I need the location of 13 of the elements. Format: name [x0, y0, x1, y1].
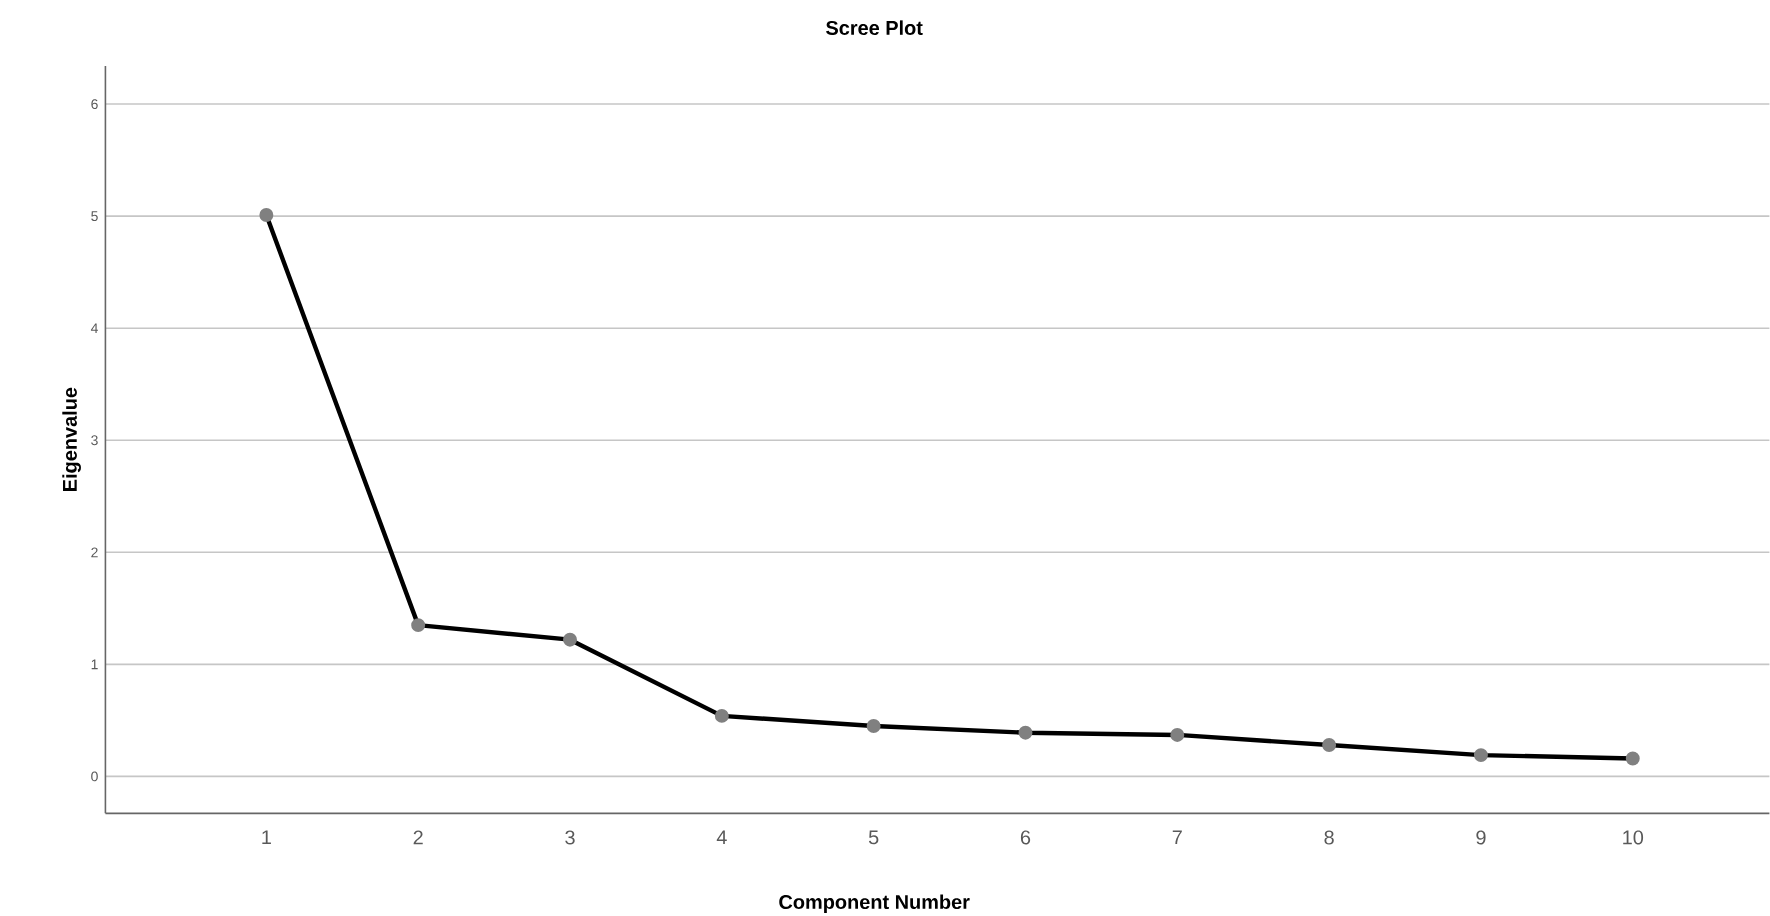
x-tick-label: 4 — [716, 830, 727, 845]
x-tick-label: 10 — [1623, 830, 1644, 845]
x-tick-label: 1 — [262, 830, 271, 845]
x-axis-title: Component Number — [779, 894, 970, 913]
y-axis-title: Eigenvalue — [62, 387, 81, 491]
x-tick-label: 7 — [1172, 830, 1182, 845]
x-tick-label: 8 — [1324, 830, 1334, 845]
x-tick-label: 6 — [1020, 830, 1031, 845]
x-tick-label: 5 — [868, 830, 879, 845]
x-tick-label: 9 — [1476, 830, 1486, 845]
x-tick-label: 2 — [413, 830, 423, 845]
x-tick-label: 3 — [565, 830, 575, 845]
chart-title: Scree Plot — [826, 20, 923, 35]
